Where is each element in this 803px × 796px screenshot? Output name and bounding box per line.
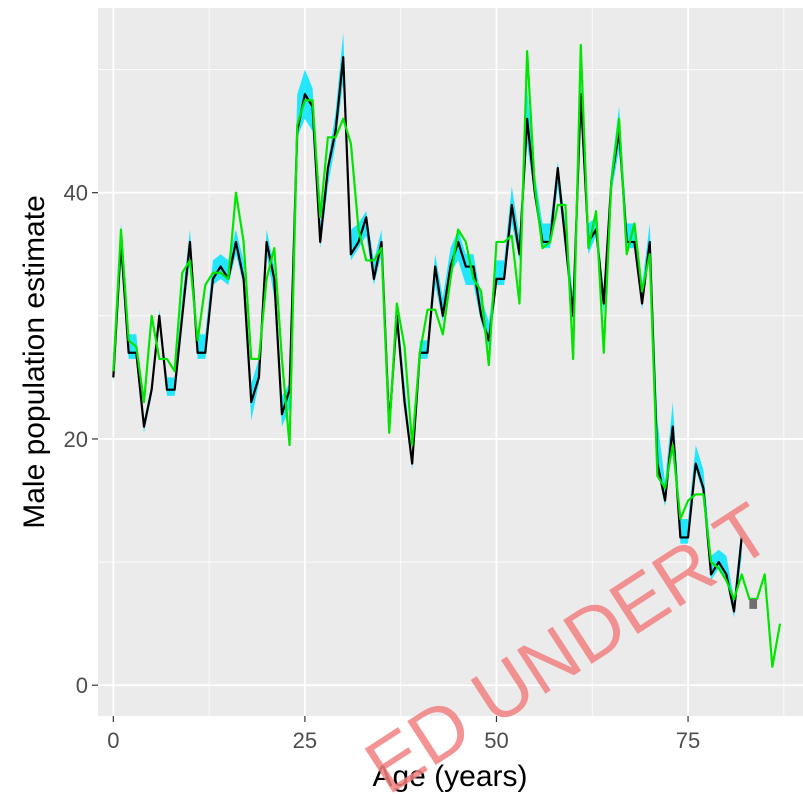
x-tick-label: 0 bbox=[107, 728, 119, 753]
grid-major bbox=[98, 8, 803, 716]
y-tick-labels: 0 20 40 bbox=[64, 181, 88, 699]
x-tick-labels: 0 25 50 75 bbox=[107, 728, 700, 753]
x-tick-label: 75 bbox=[676, 728, 700, 753]
y-tick-label: 0 bbox=[76, 673, 88, 698]
y-tick-label: 40 bbox=[64, 181, 88, 206]
series-line-black bbox=[112, 56, 743, 613]
axis-ticks bbox=[92, 192, 689, 722]
series-layer bbox=[112, 32, 782, 668]
x-tick-label: 50 bbox=[484, 728, 508, 753]
x-tick-label: 25 bbox=[293, 728, 317, 753]
panel-background bbox=[98, 8, 803, 716]
series-line-green bbox=[112, 43, 782, 668]
series-step-block bbox=[749, 599, 758, 609]
y-axis-title: Male population estimate bbox=[18, 195, 51, 529]
y-tick-label: 20 bbox=[64, 427, 88, 452]
x-axis-title: Age (years) bbox=[372, 760, 527, 793]
